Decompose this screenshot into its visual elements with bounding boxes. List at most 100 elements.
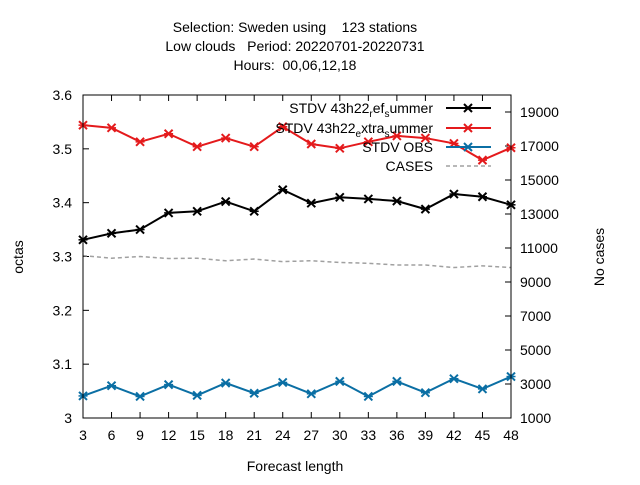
series-line-1 xyxy=(82,124,512,162)
y2-tick-label: 7000 xyxy=(520,308,551,324)
y-tick-label: 3.1 xyxy=(53,356,73,372)
legend-label: STDV 43h22refsummer xyxy=(289,100,433,120)
legend-label: STDV OBS xyxy=(362,139,433,155)
legend-label-subscript: r xyxy=(369,109,373,120)
series-point xyxy=(449,189,459,199)
series-point xyxy=(392,376,402,387)
x-tick-label: 33 xyxy=(361,427,377,443)
series-point xyxy=(335,143,345,154)
series-point xyxy=(135,391,145,402)
legend-label-main: CASES xyxy=(386,158,433,174)
legend-label-subscript: s xyxy=(384,129,389,140)
legend-marker xyxy=(463,142,473,152)
series-point xyxy=(135,137,145,147)
x-tick-label: 24 xyxy=(275,427,291,443)
chart-title: Selection: Sweden using 123 stations Low… xyxy=(165,19,424,73)
data-series xyxy=(78,120,516,402)
series-point xyxy=(249,141,259,152)
title-line-3: Hours: 00,06,12,18 xyxy=(234,57,357,73)
y2-tick-labels: 1000 3000 5000 7000 9000 11000 13000 15000 17000… xyxy=(520,104,559,426)
series-point xyxy=(306,198,316,208)
series-point xyxy=(249,388,259,398)
series-point xyxy=(106,123,117,133)
series-point xyxy=(335,192,345,202)
legend-label-part: ummer xyxy=(389,100,433,116)
series-point xyxy=(363,137,374,147)
series-point xyxy=(163,208,174,218)
plot-frame xyxy=(82,94,512,419)
series-point xyxy=(392,196,402,206)
legend-marker xyxy=(463,103,473,113)
x-tick-label: 39 xyxy=(418,427,434,443)
x-tick-label: 6 xyxy=(108,427,116,443)
legend-label-part: ef xyxy=(373,100,385,116)
series-point xyxy=(163,379,174,390)
series-point xyxy=(477,155,488,165)
series-point xyxy=(106,228,117,239)
y-tick-label: 3.3 xyxy=(53,249,73,265)
series-point xyxy=(420,387,431,398)
x-tick-label: 27 xyxy=(303,427,319,443)
x-tick-label: 12 xyxy=(161,427,177,443)
x-tick-label: 48 xyxy=(503,427,519,443)
series-point xyxy=(363,391,374,402)
series-point xyxy=(278,185,288,195)
series-line-0 xyxy=(82,188,512,241)
x-tick-label: 36 xyxy=(389,427,405,443)
x-tick-label: 18 xyxy=(218,427,234,443)
y-axis-label: octas xyxy=(10,240,26,273)
series-line-2 xyxy=(82,375,512,398)
series-point xyxy=(192,390,202,401)
y-tick-label: 3.2 xyxy=(53,302,73,318)
legend-label-main: STDV OBS xyxy=(362,139,433,155)
y-tick-label: 3.5 xyxy=(53,141,73,157)
y2-tick-label: 19000 xyxy=(520,104,559,120)
y2-axis-label: No cases xyxy=(591,228,607,286)
x-tick-labels: 3 6 9 12 15 18 21 24 27 30 33 36 39 42 45 48 xyxy=(79,427,519,443)
legend-label-subscript: e xyxy=(356,129,362,140)
series-point xyxy=(106,380,117,391)
cases-series xyxy=(82,254,512,269)
y2-tick-label: 17000 xyxy=(520,138,559,154)
legend-label: CASES xyxy=(386,158,433,174)
series-point xyxy=(420,133,431,143)
y2-tick-label: 9000 xyxy=(520,274,551,290)
series-point xyxy=(135,224,145,235)
x-tick-label: 15 xyxy=(189,427,205,443)
series-point xyxy=(220,133,231,143)
series-point xyxy=(477,384,488,394)
series-line-3 xyxy=(82,254,512,269)
series-point xyxy=(249,206,259,216)
x-tick-label: 30 xyxy=(332,427,348,443)
y2-tick-label: 1000 xyxy=(520,410,551,426)
x-tick-label: 42 xyxy=(446,427,462,443)
y-tick-label: 3 xyxy=(64,410,72,426)
legend-label-subscript: s xyxy=(384,109,389,120)
series-point xyxy=(392,131,402,141)
y2-tick-label: 15000 xyxy=(520,172,559,188)
legend-label-part: ummer xyxy=(389,120,433,136)
x-tick-label: 3 xyxy=(79,427,87,443)
title-line-1: Selection: Sweden using 123 stations xyxy=(173,19,417,35)
x-tick-label: 21 xyxy=(246,427,262,443)
y-tick-label: 3.6 xyxy=(53,87,73,103)
series-point xyxy=(306,389,316,399)
series-point xyxy=(192,206,202,216)
legend-label-main: STDV 43h22 xyxy=(289,100,369,116)
series-point xyxy=(306,139,316,149)
title-line-2: Low clouds Period: 20220701-20220731 xyxy=(165,38,424,54)
series-point xyxy=(335,376,345,387)
series-point xyxy=(363,194,374,204)
legend-marker xyxy=(463,123,473,133)
legend-label-main: STDV 43h22 xyxy=(275,120,355,136)
legend-label-part: xtra xyxy=(361,120,385,136)
y2-tick-label: 5000 xyxy=(520,342,551,358)
series-point xyxy=(278,377,288,388)
y-tick-label: 3.4 xyxy=(53,195,73,211)
series-point xyxy=(220,378,231,388)
x-axis-label: Forecast length xyxy=(247,458,344,474)
series-point xyxy=(420,204,431,214)
